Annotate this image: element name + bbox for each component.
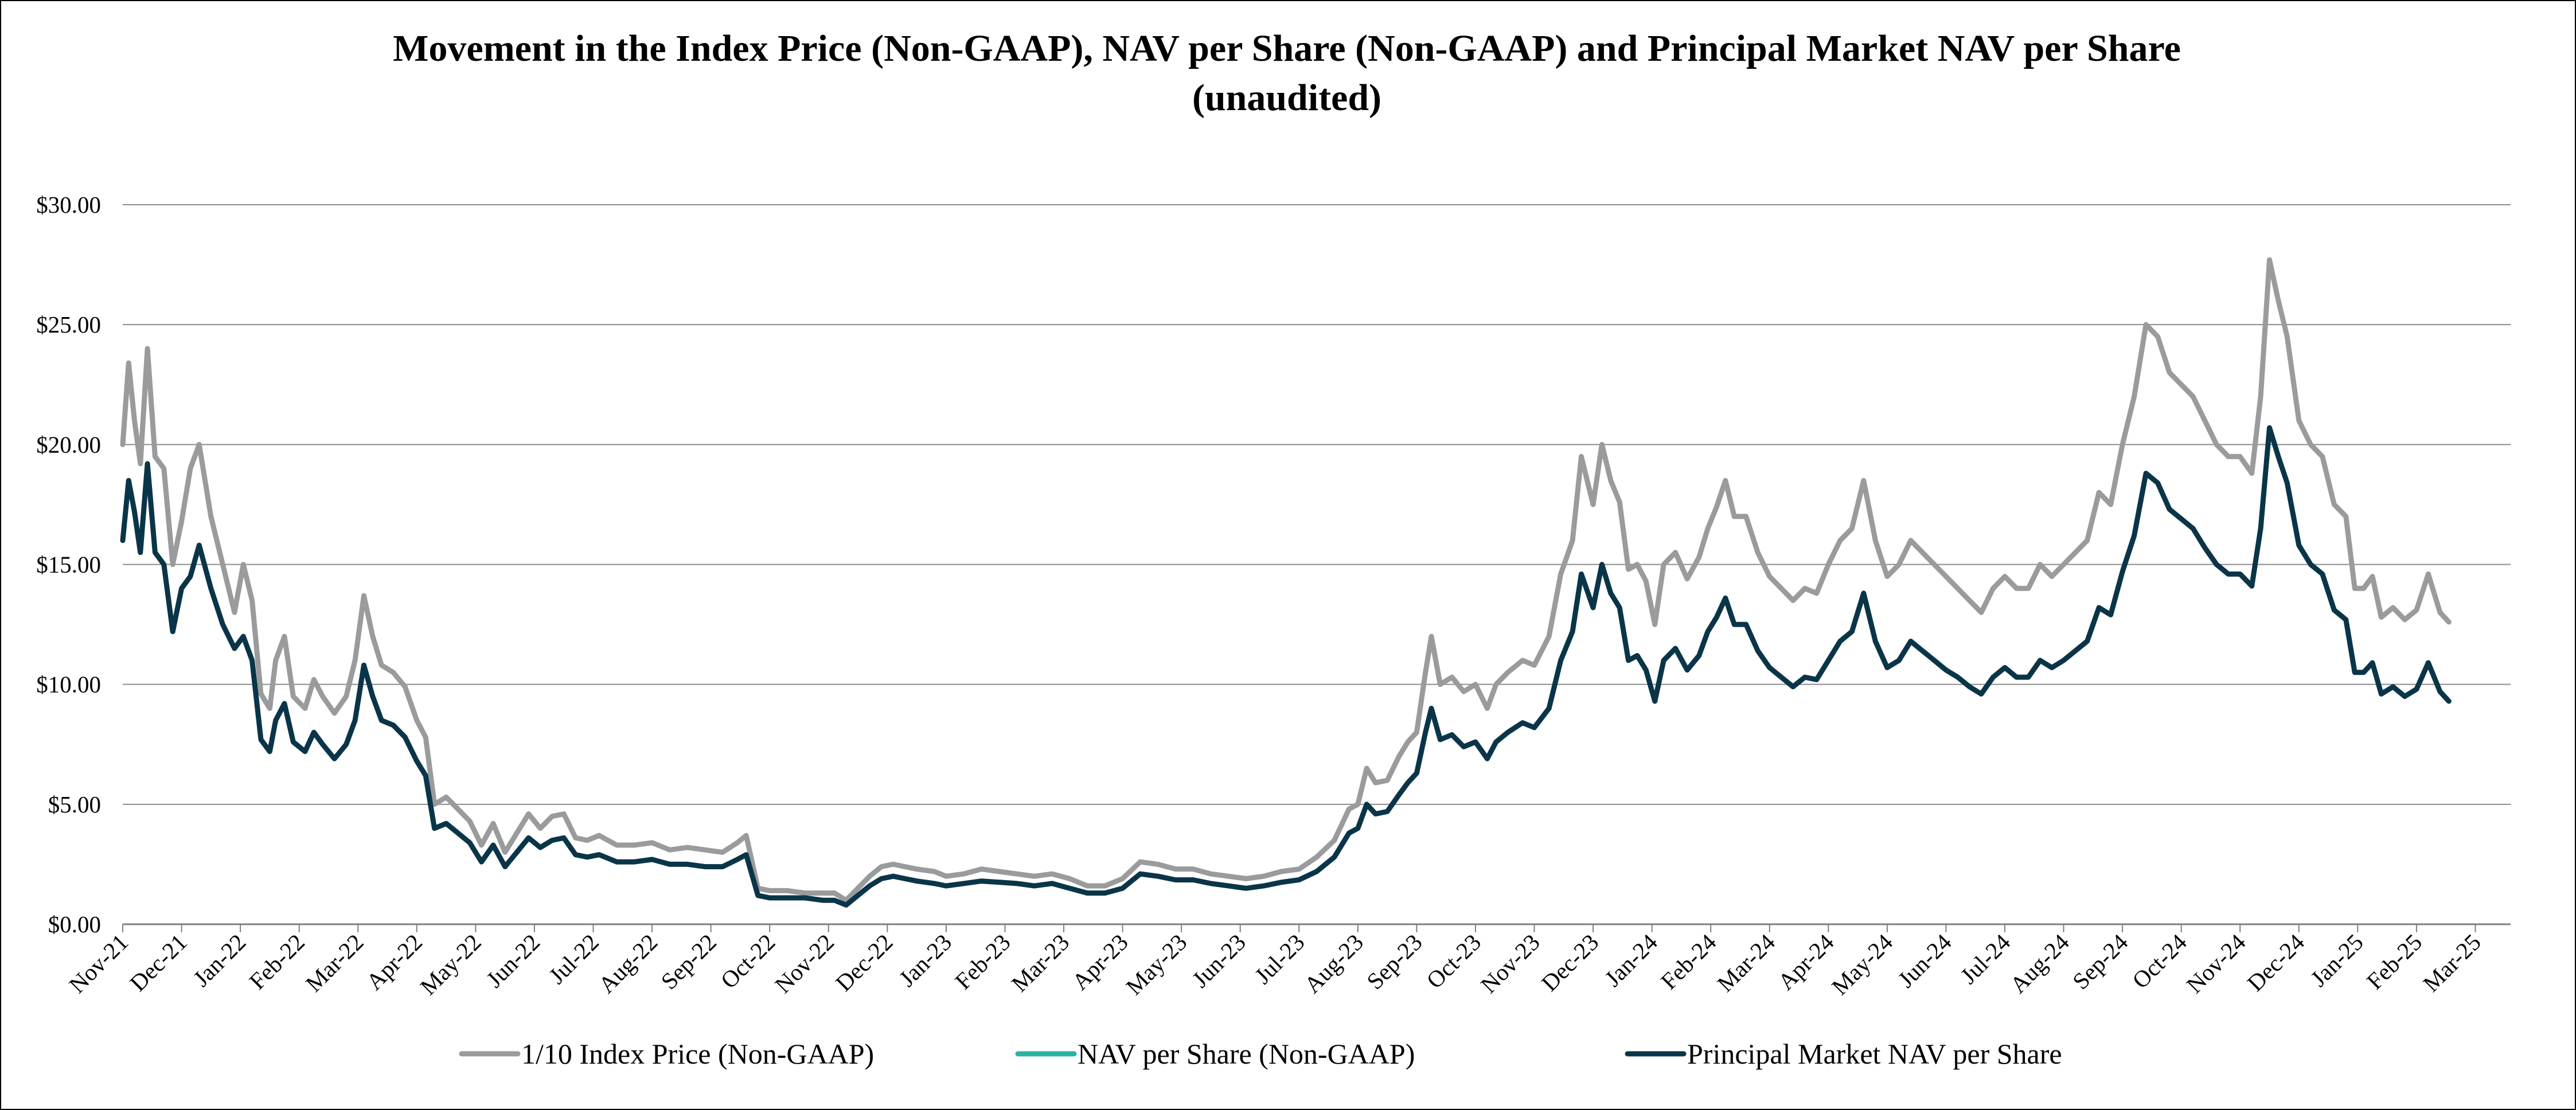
x-tick-label: Feb-22 — [244, 929, 310, 995]
x-tick-label: May-24 — [1826, 929, 1898, 1000]
x-tick-label: Jan-22 — [188, 929, 251, 992]
x-tick-label: Dec-21 — [124, 929, 192, 996]
x-tick-label: Dec-23 — [1536, 929, 1604, 996]
legend-label-1: 1/10 Index Price (Non-GAAP) — [521, 1038, 874, 1070]
y-tick-label: $10.00 — [36, 671, 101, 698]
series-line-3 — [120, 425, 2452, 908]
x-tick-label: Feb-25 — [2362, 929, 2427, 995]
x-tick-label: Oct-24 — [2127, 929, 2192, 994]
x-tick-label: Nov-21 — [64, 929, 133, 998]
legend-label-2: NAV per Share (Non-GAAP) — [1078, 1038, 1415, 1070]
x-tick-label: Nov-22 — [770, 929, 839, 998]
x-tick-label: Aug-24 — [2005, 929, 2074, 998]
y-tick-label: $30.00 — [36, 191, 101, 218]
x-tick-label: Jun-22 — [481, 929, 545, 992]
x-tick-label: May-22 — [415, 929, 486, 1000]
x-tick-label: Feb-24 — [1656, 929, 1722, 995]
x-tick-label: Oct-23 — [1421, 929, 1486, 994]
x-axis-tick-marks — [122, 924, 2476, 932]
x-tick-label: Jan-25 — [2305, 929, 2368, 992]
y-axis-tick-labels: $0.00 $5.00 $10.00 $15.00 $20.00 $25.00 $30.00 — [36, 191, 101, 937]
gridlines — [123, 204, 2511, 805]
x-tick-label: Mar-24 — [1712, 929, 1780, 997]
series-lines — [120, 257, 2452, 908]
series-line-1 — [120, 257, 2452, 903]
x-tick-label: Apr-22 — [361, 929, 427, 995]
x-tick-label: Nov-23 — [1476, 929, 1545, 998]
x-tick-label: Mar-22 — [300, 929, 369, 997]
x-tick-label: Aug-22 — [593, 929, 662, 998]
x-tick-label: Apr-23 — [1067, 929, 1133, 995]
x-tick-label: Mar-25 — [2418, 929, 2486, 997]
x-tick-label: Sep-24 — [2067, 929, 2133, 995]
y-tick-label: $15.00 — [36, 552, 101, 578]
x-tick-label: Nov-24 — [2181, 929, 2250, 998]
y-tick-label: $25.00 — [36, 311, 101, 338]
y-tick-label: $20.00 — [36, 431, 101, 458]
x-tick-label: May-23 — [1121, 929, 1192, 1000]
x-tick-label: Mar-23 — [1006, 929, 1074, 997]
x-tick-label: Apr-24 — [1773, 929, 1839, 995]
x-tick-label: Aug-23 — [1299, 929, 1368, 998]
chart-title: Movement in the Index Price (Non-GAAP), … — [393, 28, 2181, 69]
x-tick-label: Oct-22 — [716, 929, 780, 994]
legend-label-3: Principal Market NAV per Share — [1687, 1038, 2062, 1070]
x-tick-label: Sep-23 — [1361, 929, 1427, 995]
x-tick-label: Jun-23 — [1187, 929, 1251, 992]
x-tick-label: Feb-23 — [950, 929, 1016, 995]
x-tick-label: Jan-24 — [1599, 929, 1662, 992]
legend: 1/10 Index Price (Non-GAAP) NAV per Share… — [459, 1038, 2062, 1070]
x-tick-label: Dec-22 — [830, 929, 898, 996]
x-axis-tick-labels: Nov-21Dec-21Jan-22Feb-22Mar-22Apr-22May-… — [64, 929, 2486, 1000]
x-tick-label: Jan-23 — [893, 929, 957, 992]
x-tick-label: Sep-22 — [655, 929, 721, 995]
chart-subtitle: (unaudited) — [1192, 77, 1382, 119]
x-tick-label: Jun-24 — [1892, 929, 1956, 992]
x-tick-label: Dec-24 — [2242, 929, 2309, 996]
y-tick-label: $0.00 — [48, 911, 101, 937]
y-tick-label: $5.00 — [48, 791, 101, 818]
